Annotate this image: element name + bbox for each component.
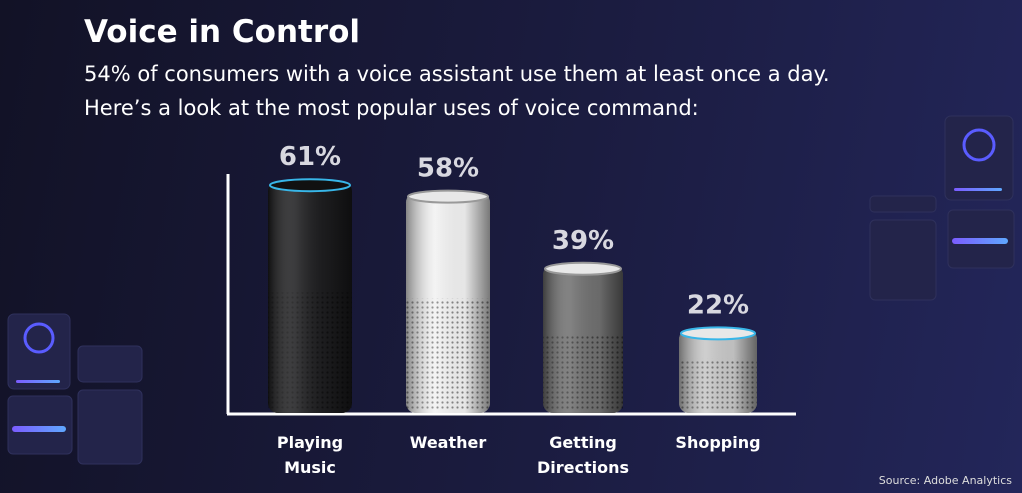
source: Source: Adobe Analytics	[878, 474, 1012, 487]
value-label: 22%	[687, 290, 749, 320]
value-label: 61%	[279, 142, 341, 172]
speaker-top	[680, 326, 756, 341]
shading	[268, 181, 352, 413]
subtitle: Here’s a look at the most popular uses o…	[84, 96, 699, 120]
x-tick-label: Shopping	[675, 433, 761, 452]
speaker-top	[269, 178, 351, 193]
shading	[679, 329, 757, 413]
x-tick-label: Getting Directions	[536, 433, 630, 477]
value-label: 39%	[552, 226, 614, 256]
title: Voice in Control	[84, 14, 361, 50]
x-tick-label: Weather	[409, 433, 487, 452]
x-tick-label: Playing Music	[276, 433, 344, 477]
shading	[543, 264, 623, 413]
speaker-top	[407, 189, 489, 204]
subtitle: 54% of consumers with a voice assistant …	[84, 62, 830, 86]
shading	[406, 192, 490, 413]
value-label: 58%	[417, 154, 479, 184]
speaker-top	[544, 261, 622, 276]
decor	[7, 115, 1015, 465]
